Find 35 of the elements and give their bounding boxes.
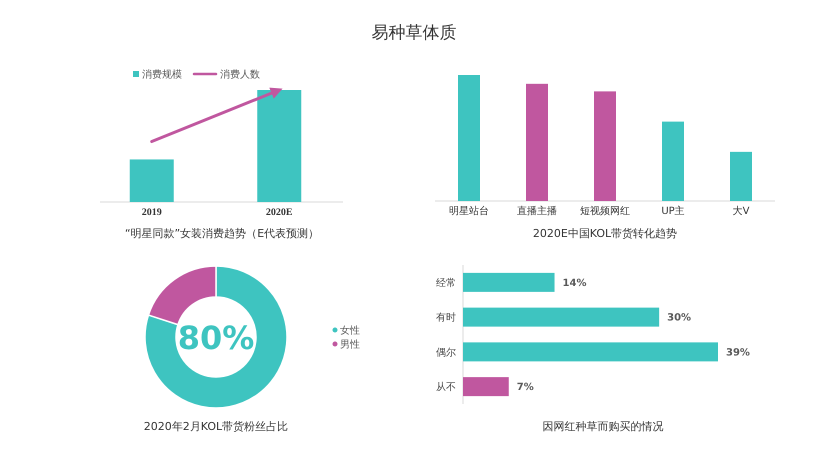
bar bbox=[526, 84, 548, 201]
text: 因网红种草而购买的情况 bbox=[542, 420, 664, 433]
x-tick-label: 短视频网红 bbox=[580, 205, 630, 217]
x-tick-label: 明星站台 bbox=[449, 205, 489, 217]
bar bbox=[730, 152, 752, 201]
legend-label: 男性 bbox=[340, 338, 360, 350]
bar bbox=[463, 272, 555, 292]
text: 易种草体质 bbox=[372, 23, 456, 43]
bar bbox=[662, 122, 684, 201]
data-label: 30% bbox=[667, 312, 692, 324]
bar bbox=[594, 91, 616, 201]
bar bbox=[463, 377, 509, 396]
data-label: 14% bbox=[562, 278, 586, 289]
x-tick-label: 大V bbox=[732, 205, 750, 217]
bar bbox=[458, 75, 480, 201]
text: 2020E中国KOL带货转化趋势 bbox=[532, 227, 678, 240]
text: 80% bbox=[178, 319, 254, 357]
y-tick-label: 有时 bbox=[436, 312, 456, 324]
x-tick-label: 直播主播 bbox=[517, 205, 557, 217]
legend-label: 消费规模 bbox=[142, 68, 182, 80]
y-tick-label: 经常 bbox=[436, 276, 456, 289]
x-tick-label: 2020E bbox=[266, 207, 293, 218]
x-tick-label: UP主 bbox=[661, 205, 685, 217]
donut-slice bbox=[144, 265, 288, 409]
x-tick-label: 2019 bbox=[142, 207, 162, 218]
text: 2020年2月KOL带货粉丝占比 bbox=[144, 420, 288, 433]
y-tick-label: 偶尔 bbox=[436, 346, 456, 358]
data-label: 39% bbox=[726, 347, 750, 358]
bar bbox=[463, 308, 660, 327]
bar bbox=[463, 342, 718, 362]
y-tick-label: 从不 bbox=[436, 381, 456, 394]
legend-label: 女性 bbox=[340, 324, 360, 336]
data-label: 7% bbox=[516, 382, 534, 394]
legend-label: 消费人数 bbox=[220, 68, 260, 80]
text: “明星同款”女装消费趋势（E代表预测） bbox=[124, 227, 320, 240]
